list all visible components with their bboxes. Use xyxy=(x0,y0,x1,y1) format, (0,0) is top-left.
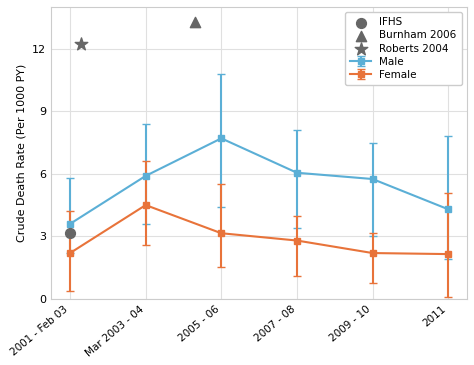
Roberts 2004 xyxy=(78,42,85,47)
Legend: IFHS, Burnham 2006, Roberts 2004, Male, Female: IFHS, Burnham 2006, Roberts 2004, Male, … xyxy=(345,12,462,85)
Y-axis label: Crude Death Rate (Per 1000 PY): Crude Death Rate (Per 1000 PY) xyxy=(17,64,27,242)
Burnham 2006 xyxy=(191,19,199,24)
IFHS xyxy=(66,230,74,236)
